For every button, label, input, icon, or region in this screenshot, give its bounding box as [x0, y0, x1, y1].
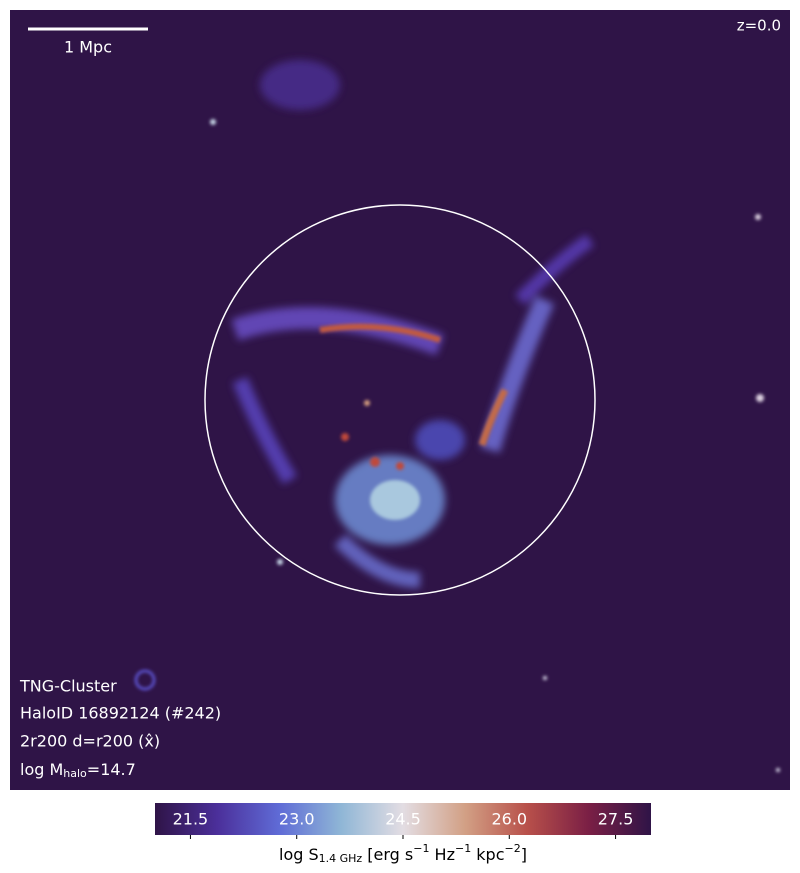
- map-background: [10, 10, 790, 790]
- mass-subscript: halo: [63, 767, 87, 780]
- colorbar-label-sub: 1.4 GHz: [319, 852, 363, 865]
- colorbar-tick-label: 26.0: [491, 810, 527, 829]
- info-line: 2r200 d=r200 (x̂): [20, 732, 160, 751]
- colorbar-label-text: log S: [279, 845, 319, 864]
- colorbar-label-text: [erg s: [362, 845, 413, 864]
- info-line: HaloID 16892124 (#242): [20, 704, 221, 723]
- info-line: TNG-Cluster: [19, 677, 117, 696]
- redshift-label: z=0.0: [737, 17, 781, 35]
- colorbar-label-sup: −1: [455, 842, 471, 855]
- colorbar-label-sup: −2: [505, 842, 521, 855]
- colorbar-label-sup: −1: [413, 842, 429, 855]
- colorbar-tick-label: 27.5: [598, 810, 634, 829]
- emission: [134, 60, 780, 772]
- scale-bar-label: 1 Mpc: [64, 38, 112, 57]
- colorbar: [155, 803, 651, 835]
- colorbar-label: log S1.4 GHz [erg s−1 Hz−1 kpc−2]: [279, 842, 527, 865]
- mass-suffix: =14.7: [87, 760, 136, 779]
- mass-text: log M: [20, 760, 63, 779]
- colorbar-tick-label: 24.5: [385, 810, 421, 829]
- colorbar-label-text: ]: [521, 845, 527, 864]
- r200-circle: [204, 204, 596, 596]
- colorbar-tick-label: 21.5: [173, 810, 209, 829]
- colorbar-tick-label: 23.0: [279, 810, 315, 829]
- mass-label: log Mhalo=14.7: [20, 760, 136, 781]
- colorbar-label-text: Hz: [429, 845, 455, 864]
- colorbar-label-text: kpc: [471, 845, 504, 864]
